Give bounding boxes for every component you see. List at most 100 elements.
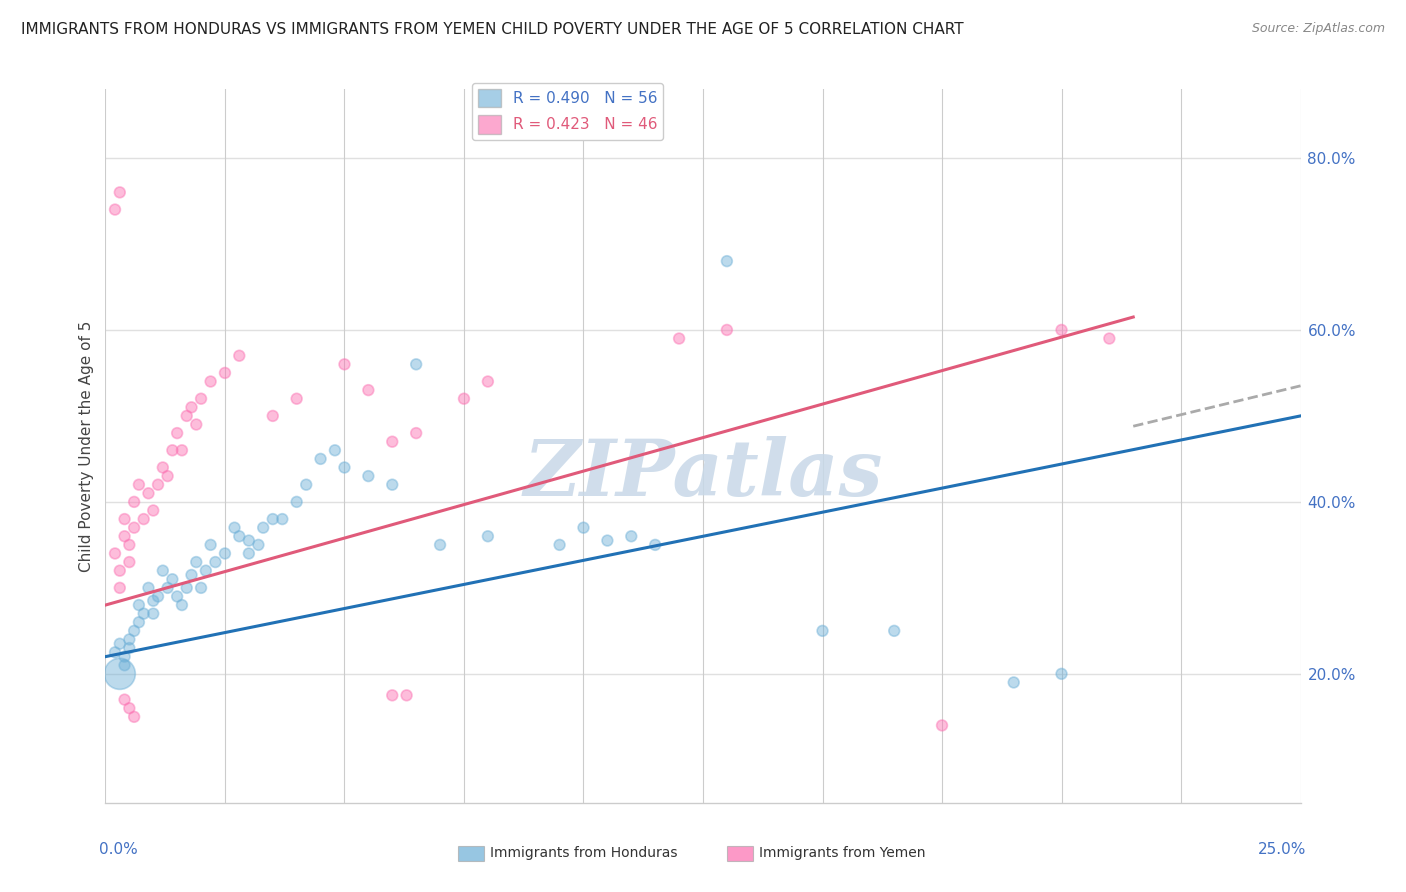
Point xyxy=(138,486,160,500)
Point xyxy=(252,521,274,535)
Point xyxy=(572,521,595,535)
Point xyxy=(1002,675,1025,690)
Point xyxy=(166,426,188,441)
Point xyxy=(152,564,174,578)
Point xyxy=(162,572,184,586)
Point xyxy=(176,581,198,595)
Point xyxy=(381,434,404,449)
Point xyxy=(122,495,145,509)
Point xyxy=(104,546,127,560)
Point xyxy=(381,689,404,703)
Point xyxy=(200,375,222,389)
Point xyxy=(228,529,250,543)
Text: ZIPatlas: ZIPatlas xyxy=(523,436,883,513)
Point xyxy=(142,593,165,607)
Point xyxy=(118,632,141,647)
Point xyxy=(104,202,127,217)
Point xyxy=(224,521,246,535)
Point xyxy=(146,590,169,604)
Text: 25.0%: 25.0% xyxy=(1258,842,1306,857)
Point xyxy=(162,443,184,458)
Bar xyxy=(458,846,484,862)
Point xyxy=(285,495,308,509)
Point xyxy=(309,451,332,466)
Point xyxy=(931,718,953,732)
Point xyxy=(405,357,427,371)
Point xyxy=(247,538,270,552)
Point xyxy=(108,666,131,681)
Point xyxy=(477,375,499,389)
Point xyxy=(477,529,499,543)
Point xyxy=(114,512,136,526)
Point xyxy=(323,443,346,458)
Point xyxy=(122,710,145,724)
Point xyxy=(190,392,212,406)
Point xyxy=(357,383,380,397)
Point xyxy=(108,564,131,578)
Point xyxy=(142,503,165,517)
Text: IMMIGRANTS FROM HONDURAS VS IMMIGRANTS FROM YEMEN CHILD POVERTY UNDER THE AGE OF: IMMIGRANTS FROM HONDURAS VS IMMIGRANTS F… xyxy=(21,22,963,37)
Point xyxy=(180,401,202,415)
Point xyxy=(170,443,193,458)
Point xyxy=(285,392,308,406)
Point xyxy=(194,564,217,578)
Point xyxy=(104,645,127,659)
Point xyxy=(204,555,226,569)
Point xyxy=(716,254,738,268)
Point xyxy=(152,460,174,475)
Point xyxy=(811,624,834,638)
Point xyxy=(114,649,136,664)
Point xyxy=(132,607,155,621)
Point xyxy=(156,581,179,595)
Point xyxy=(122,521,145,535)
Legend: R = 0.490   N = 56, R = 0.423   N = 46: R = 0.490 N = 56, R = 0.423 N = 46 xyxy=(471,83,664,140)
Point xyxy=(128,598,150,612)
Point xyxy=(228,349,250,363)
Point xyxy=(166,590,188,604)
Point xyxy=(238,546,260,560)
Point xyxy=(114,529,136,543)
Point xyxy=(128,615,150,630)
Point xyxy=(186,555,208,569)
Point xyxy=(453,392,475,406)
Text: 0.0%: 0.0% xyxy=(100,842,138,857)
Point xyxy=(238,533,260,548)
Point xyxy=(186,417,208,432)
Point xyxy=(262,512,284,526)
Point xyxy=(118,555,141,569)
Point xyxy=(114,658,136,673)
Point xyxy=(548,538,571,552)
Point xyxy=(262,409,284,423)
Point xyxy=(668,332,690,346)
Point xyxy=(108,186,131,200)
Y-axis label: Child Poverty Under the Age of 5: Child Poverty Under the Age of 5 xyxy=(79,320,94,572)
Point xyxy=(108,581,131,595)
Bar xyxy=(727,846,754,862)
Point xyxy=(200,538,222,552)
Point xyxy=(271,512,294,526)
Point xyxy=(214,366,236,380)
Point xyxy=(156,469,179,483)
Point xyxy=(128,477,150,491)
Point xyxy=(118,641,141,656)
Point xyxy=(357,469,380,483)
Point xyxy=(180,568,202,582)
Text: Source: ZipAtlas.com: Source: ZipAtlas.com xyxy=(1251,22,1385,36)
Point xyxy=(138,581,160,595)
Point xyxy=(190,581,212,595)
Text: Immigrants from Yemen: Immigrants from Yemen xyxy=(759,846,925,860)
Point xyxy=(142,607,165,621)
Point xyxy=(405,426,427,441)
Point xyxy=(381,477,404,491)
Point xyxy=(214,546,236,560)
Point xyxy=(1098,332,1121,346)
Point xyxy=(716,323,738,337)
Point xyxy=(1050,323,1073,337)
Point xyxy=(395,689,418,703)
Text: Immigrants from Honduras: Immigrants from Honduras xyxy=(491,846,678,860)
Point xyxy=(883,624,905,638)
Point xyxy=(333,460,356,475)
Point xyxy=(114,692,136,706)
Point xyxy=(1050,666,1073,681)
Point xyxy=(295,477,318,491)
